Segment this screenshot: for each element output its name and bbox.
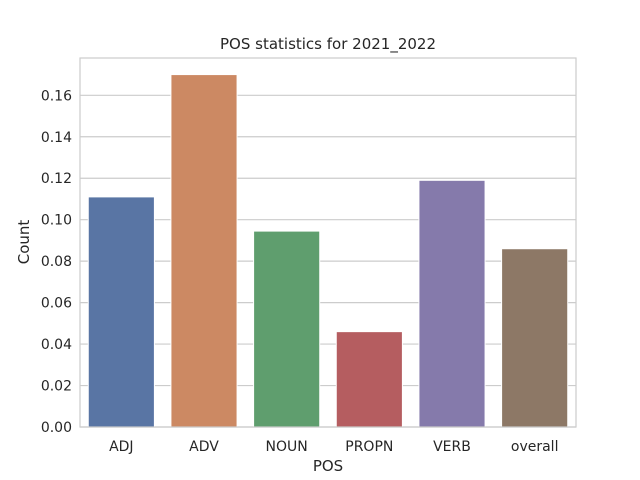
bar-adv <box>170 74 238 428</box>
y-tick-label: 0.00 <box>41 420 72 436</box>
bar-verb <box>418 179 486 428</box>
x-tick-labels: ADJ ADV NOUN PROPN VERB overall <box>109 439 558 455</box>
bar-propn <box>335 331 403 428</box>
x-tick-label: overall <box>511 439 559 455</box>
x-tick-label: NOUN <box>266 439 308 455</box>
chart-title: POS statistics for 2021_2022 <box>220 35 436 54</box>
y-tick-label: 0.06 <box>41 296 72 312</box>
y-tick-label: 0.12 <box>41 171 72 187</box>
y-tick-label: 0.02 <box>41 379 72 395</box>
bars <box>87 74 569 428</box>
x-axis-label: POS <box>313 457 343 475</box>
x-tick-label: ADV <box>189 439 219 455</box>
bar-overall <box>501 248 569 428</box>
bar-adj <box>87 196 155 428</box>
y-tick-label: 0.08 <box>41 254 72 270</box>
x-tick-label: VERB <box>433 439 471 455</box>
y-tick-label: 0.14 <box>41 130 72 146</box>
y-axis-label: Count <box>15 220 33 265</box>
y-tick-label: 0.16 <box>41 88 72 104</box>
x-tick-label: ADJ <box>109 439 134 455</box>
x-tick-label: PROPN <box>345 439 393 455</box>
plot-frame <box>79 57 577 428</box>
y-tick-labels: 0.00 0.02 0.04 0.06 0.08 0.10 0.12 0.14 0.16 <box>41 88 72 436</box>
bar-noun <box>253 230 321 428</box>
grid-lines <box>80 94 576 428</box>
y-tick-label: 0.04 <box>41 337 72 353</box>
y-tick-label: 0.10 <box>41 213 72 229</box>
